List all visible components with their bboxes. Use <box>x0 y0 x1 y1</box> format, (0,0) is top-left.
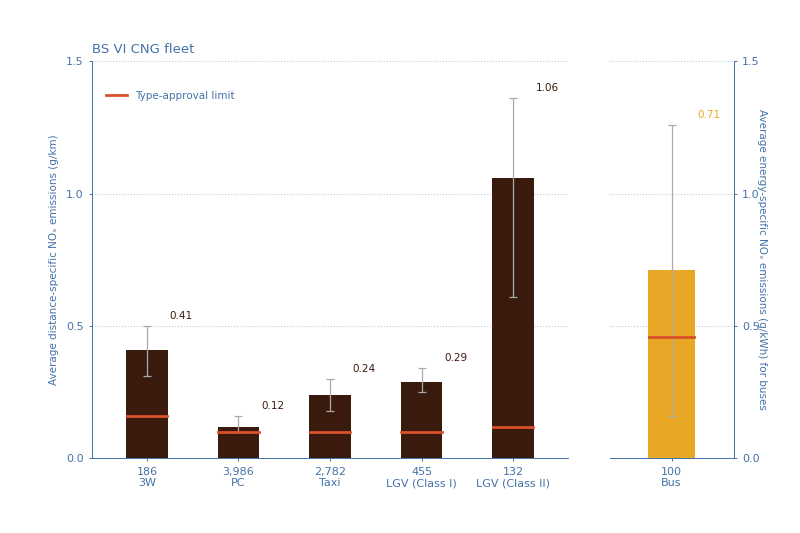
Bar <box>310 395 350 458</box>
Y-axis label: Average energy-specific NOₓ emissions (g∕kWh) for buses: Average energy-specific NOₓ emissions (g… <box>757 109 766 410</box>
Text: 1.06: 1.06 <box>536 83 559 93</box>
Text: 0.41: 0.41 <box>170 311 193 321</box>
Y-axis label: Average distance-specific NOₓ emissions (g∕km): Average distance-specific NOₓ emissions … <box>49 134 59 385</box>
Legend: Type-approval limit: Type-approval limit <box>102 86 239 104</box>
Text: 0.71: 0.71 <box>697 110 720 119</box>
Bar <box>126 350 167 458</box>
Text: 0.24: 0.24 <box>353 364 376 374</box>
Text: 0.12: 0.12 <box>261 401 284 411</box>
Bar <box>493 178 534 458</box>
Text: BS VI CNG fleet: BS VI CNG fleet <box>92 43 194 56</box>
Bar <box>401 382 442 458</box>
Bar <box>648 270 695 458</box>
Bar <box>218 426 259 458</box>
Text: 0.29: 0.29 <box>444 353 467 363</box>
